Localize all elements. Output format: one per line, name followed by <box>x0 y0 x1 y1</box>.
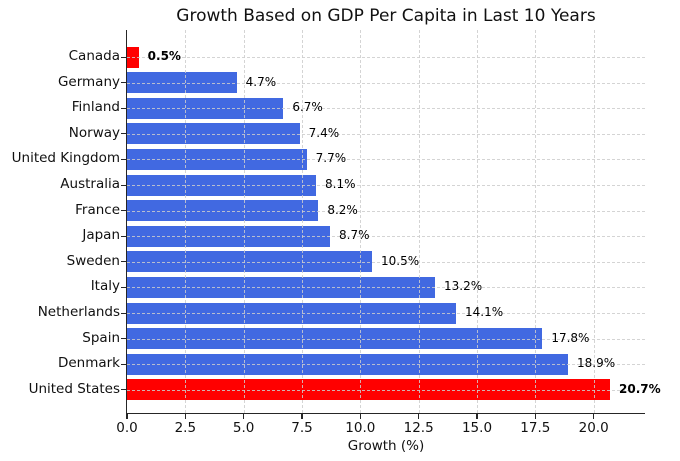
y-tick-mark <box>121 338 126 340</box>
bar-value-label: 0.5% <box>147 49 181 63</box>
bar-value-label: 8.2% <box>327 202 358 217</box>
y-axis-label-italy: Italy <box>90 278 120 295</box>
gridline-vertical <box>477 30 478 413</box>
y-axis-label-united-states: United States <box>28 380 120 397</box>
y-axis-label-germany: Germany <box>57 73 120 90</box>
bar-value-label: 10.5% <box>381 253 420 268</box>
y-axis-label-japan: Japan <box>82 227 120 244</box>
x-tick-mark <box>243 414 245 419</box>
x-tick-mark <box>476 414 478 419</box>
gridline-horizontal <box>127 57 645 58</box>
y-tick-mark <box>121 363 126 365</box>
gridline-vertical <box>360 30 362 413</box>
gridline-vertical <box>302 30 303 413</box>
bar-value-label: 8.7% <box>339 228 370 243</box>
y-axis-label-united-kingdom: United Kingdom <box>11 150 120 167</box>
bar-value-label: 17.8% <box>551 330 590 345</box>
x-tick-label: 12.5 <box>403 420 434 436</box>
y-axis-label-netherlands: Netherlands <box>37 304 120 320</box>
gridline-vertical <box>418 30 420 413</box>
x-tick-mark <box>184 414 186 419</box>
bar-value-label: 7.7% <box>315 151 347 166</box>
y-tick-mark <box>121 235 126 237</box>
gridline-vertical <box>185 30 187 413</box>
gridline-vertical <box>593 30 595 413</box>
bar-value-label: 6.7% <box>292 100 323 115</box>
gridline-horizontal <box>127 133 645 135</box>
x-tick-label: 5.0 <box>232 420 255 436</box>
gridline-horizontal <box>127 185 645 186</box>
y-axis-label-sweden: Sweden <box>66 252 120 269</box>
y-axis-label-canada: Canada <box>68 48 120 64</box>
x-tick-mark <box>418 414 420 419</box>
y-axis-label-australia: Australia <box>60 176 120 192</box>
x-axis-spine <box>126 412 645 414</box>
y-axis-label-france: France <box>75 201 120 218</box>
bar-value-label: 7.4% <box>308 125 340 140</box>
gridline-horizontal <box>127 313 645 314</box>
x-tick-label: 2.5 <box>174 420 197 436</box>
bar-value-label: 14.1% <box>465 305 504 319</box>
y-tick-mark <box>121 210 126 212</box>
plot-area <box>121 30 645 419</box>
gridline-horizontal <box>127 236 645 238</box>
x-tick-label: 15.0 <box>461 420 493 436</box>
y-axis-spine <box>126 30 128 413</box>
y-tick-mark <box>121 184 126 186</box>
bar-value-label: 20.7% <box>619 381 661 396</box>
y-tick-mark <box>121 389 126 391</box>
y-tick-mark <box>121 312 126 314</box>
y-axis-label-denmark: Denmark <box>57 355 120 372</box>
y-axis-label-spain: Spain <box>82 329 120 346</box>
x-tick-label: 20.0 <box>578 420 609 436</box>
gridline-horizontal <box>127 287 645 289</box>
gridline-vertical <box>243 30 245 413</box>
y-tick-mark <box>121 133 126 135</box>
y-tick-mark <box>121 158 126 161</box>
gridline-horizontal <box>127 108 645 110</box>
x-tick-mark <box>593 414 595 419</box>
y-tick-mark <box>121 286 126 289</box>
x-tick-label: 0.0 <box>116 420 138 436</box>
bar-value-label: 8.1% <box>325 177 356 191</box>
x-tick-mark <box>534 414 536 419</box>
gridline-horizontal <box>127 210 645 212</box>
bar-value-label: 4.7% <box>245 74 277 89</box>
x-axis-title: Growth (%) <box>347 438 425 454</box>
gridline-horizontal <box>127 364 645 366</box>
gridline-horizontal <box>127 338 645 340</box>
x-tick-mark <box>301 414 303 419</box>
y-tick-mark <box>121 56 126 58</box>
bar-value-label: 18.9% <box>577 356 616 371</box>
y-tick-mark <box>121 107 126 109</box>
x-tick-mark <box>359 414 361 419</box>
y-tick-mark <box>121 261 126 263</box>
y-axis-label-finland: Finland <box>71 99 120 116</box>
chart-title: Growth Based on GDP Per Capita in Last 1… <box>176 6 596 26</box>
x-tick-label: 7.5 <box>291 420 313 436</box>
gridline-horizontal <box>127 159 645 161</box>
y-tick-mark <box>121 82 126 84</box>
x-tick-mark <box>126 414 128 419</box>
y-axis-label-norway: Norway <box>68 124 120 141</box>
x-tick-label: 17.5 <box>520 420 551 436</box>
bar-value-label: 13.2% <box>444 279 483 294</box>
x-tick-label: 10.0 <box>345 420 376 436</box>
gridline-horizontal <box>127 389 645 391</box>
gridline-vertical <box>535 30 537 413</box>
gridline-horizontal <box>127 261 645 263</box>
gridline-horizontal <box>127 82 645 84</box>
